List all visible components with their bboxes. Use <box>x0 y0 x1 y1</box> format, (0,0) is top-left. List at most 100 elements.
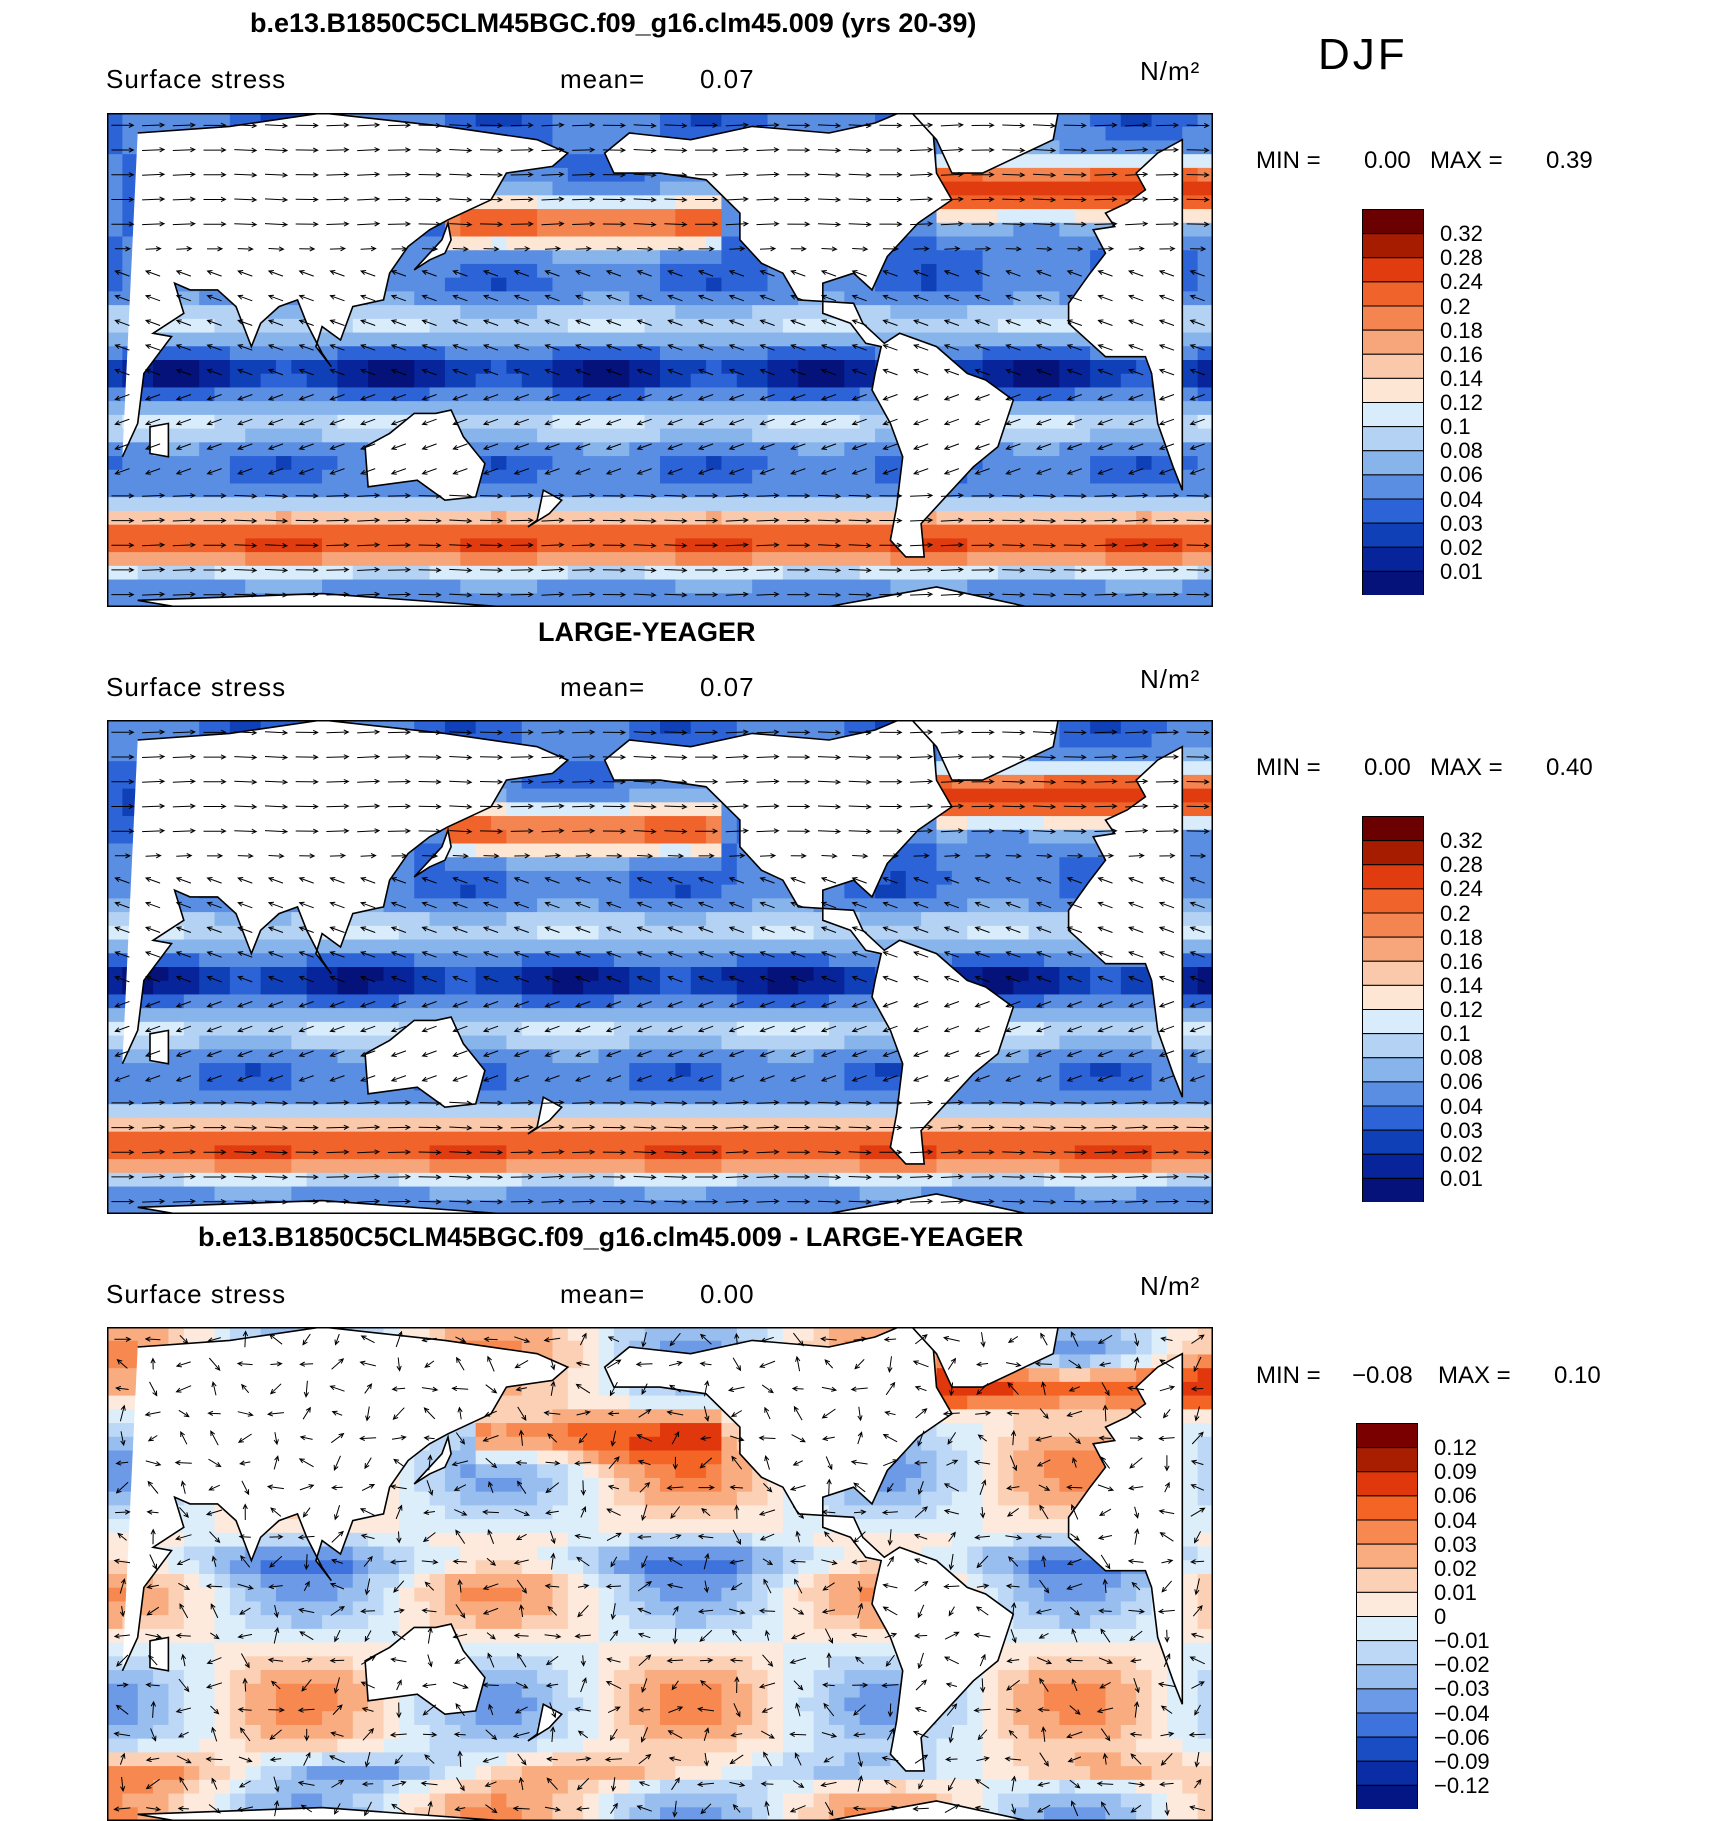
stress-vector-arrow <box>1032 592 1057 598</box>
stress-cell <box>690 428 707 443</box>
stress-cell <box>245 1008 262 1023</box>
stress-cell <box>491 195 507 210</box>
stress-cell <box>137 401 154 416</box>
stress-cell <box>183 483 200 498</box>
stress-cell <box>675 360 692 375</box>
stress-cell <box>951 181 968 196</box>
stress-cell <box>859 953 876 968</box>
stress-vector-arrow <box>1094 567 1118 573</box>
stress-cell <box>1166 126 1183 142</box>
stress-cell <box>122 140 139 155</box>
stress-cell <box>1182 469 1199 485</box>
stress-cell <box>444 538 461 553</box>
stress-cell <box>1105 360 1122 375</box>
stress-cell <box>598 222 615 238</box>
stress-cell <box>491 967 507 982</box>
stress-cell <box>1074 720 1091 735</box>
stress-vector-arrow <box>725 542 749 548</box>
stress-cell <box>1013 829 1030 845</box>
stress-cell <box>951 579 968 594</box>
stress-cell <box>660 953 676 968</box>
stress-cell <box>398 939 415 954</box>
stress-cell <box>383 524 400 539</box>
stress-cell <box>552 291 569 306</box>
stress-cell <box>291 980 308 996</box>
stress-vector-arrow <box>360 319 376 326</box>
stress-cell <box>1182 884 1199 899</box>
stress-cell <box>629 579 646 594</box>
stress-cell <box>521 925 538 941</box>
stress-vector-arrow <box>237 344 253 351</box>
stress-cell <box>967 829 984 845</box>
stress-cell <box>660 332 676 347</box>
stress-vector-arrow <box>1190 246 1207 252</box>
stress-cell <box>107 195 123 210</box>
stress-cell <box>1074 857 1091 872</box>
stress-cell <box>767 360 784 375</box>
stress-cell <box>491 925 507 941</box>
stress-cell <box>1105 373 1122 389</box>
stress-cell <box>675 483 692 498</box>
stress-cell <box>798 579 815 594</box>
stress-cell <box>706 318 723 334</box>
stress-cell <box>429 967 446 982</box>
stress-vector-arrow <box>326 493 350 499</box>
stress-vector-arrow <box>820 418 837 426</box>
stress-cell <box>629 925 646 941</box>
stress-cell <box>644 305 661 320</box>
stress-vector-arrow <box>1063 172 1087 178</box>
stress-cell <box>1044 428 1060 443</box>
stress-vector-arrow <box>1125 171 1149 178</box>
stress-vector-arrow <box>572 122 596 128</box>
stress-cell <box>1028 1008 1045 1023</box>
stress-cell <box>644 277 661 292</box>
stress-cell <box>521 579 538 594</box>
stress-cell <box>552 126 569 142</box>
stress-cell <box>706 552 723 567</box>
stress-cell <box>368 305 385 320</box>
stress-vector-arrow <box>695 591 719 598</box>
stress-vector-arrow <box>974 418 990 426</box>
stress-cell <box>721 332 738 347</box>
stress-vector-arrow <box>756 492 780 499</box>
stress-cell <box>1105 140 1122 155</box>
stress-cell <box>1074 994 1091 1009</box>
stress-vector-arrow <box>329 418 345 426</box>
stress-vector-arrow <box>910 122 934 128</box>
stress-cell <box>567 305 584 320</box>
stress-cell <box>660 884 676 899</box>
stress-cell <box>1044 195 1060 210</box>
stress-cell <box>844 884 861 899</box>
stress-cell <box>598 414 615 430</box>
stress-vector-arrow <box>1158 294 1175 302</box>
stress-cell <box>613 195 630 210</box>
stress-cell <box>1059 250 1076 265</box>
stress-cell <box>398 552 415 567</box>
stress-cell <box>352 579 369 594</box>
stress-vector-arrow <box>756 567 780 573</box>
stress-vector-arrow <box>264 221 289 228</box>
stress-cell <box>322 456 339 471</box>
stress-cell <box>368 346 385 361</box>
stress-cell <box>598 884 615 899</box>
stress-vector-arrow <box>422 246 439 252</box>
stress-cell <box>1059 720 1076 735</box>
stress-cell <box>706 483 723 498</box>
stress-cell <box>245 346 262 361</box>
stress-cell <box>767 414 784 430</box>
stress-cell <box>583 140 600 155</box>
stress-vector-arrow <box>756 542 780 548</box>
stress-cell <box>1013 898 1030 913</box>
stress-vector-arrow <box>175 270 192 277</box>
stress-cell <box>107 843 123 858</box>
stress-vector-arrow <box>114 468 130 475</box>
stress-cell <box>598 373 615 389</box>
stress-cell <box>245 387 262 402</box>
stress-cell <box>690 305 707 320</box>
stress-cell <box>1182 401 1199 416</box>
stress-cell <box>905 898 922 913</box>
stress-vector-arrow <box>329 344 345 351</box>
stress-cell <box>798 565 815 581</box>
stress-vector-arrow <box>664 542 688 549</box>
stress-cell <box>706 195 723 210</box>
